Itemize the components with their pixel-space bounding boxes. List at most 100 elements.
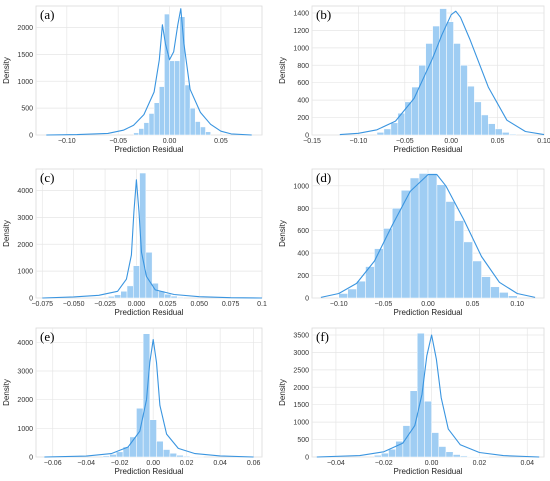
histogram-bar [149,419,157,458]
histogram-bar [139,172,147,299]
histogram-bar [120,291,128,299]
histogram-bar [490,286,500,299]
x-tick-label: 0.1 [257,301,267,308]
y-tick-label: 0 [29,455,33,462]
histogram-bar [454,220,464,299]
histogram-bar [109,454,117,458]
histogram-bar [177,296,184,299]
histogram-bar [463,241,473,299]
x-axis-label: Prediction Residual [394,145,463,154]
panel-5: −0.06 −0.04 −0.02 0.00 0.02 0.04 0.06 0 1000 2000… [2,327,263,476]
panel-6: −0.04 −0.02 0.00 0.02 0.04 0 500 1000 1500 2000 25… [278,327,545,476]
histogram-bar [114,294,121,299]
y-tick-label: 2000 [17,397,33,404]
x-tick-label: −0.02 [111,460,129,467]
x-tick-label: 0.00 [163,138,177,145]
y-tick-label: 2000 [17,25,33,32]
histogram-bar [170,295,178,299]
x-tick-label: 0.05 [466,301,480,308]
y-tick-label: 500 [297,437,309,444]
y-tick-label: 1500 [293,402,309,409]
histogram-bar [501,132,510,136]
histogram-bar [481,276,491,299]
y-tick-label: 1000 [293,183,309,190]
x-tick-label: −0.10 [58,138,76,145]
kde-line [42,179,263,299]
x-tick-label: 0.10 [510,301,524,308]
x-tick-label: −0.025 [94,301,116,308]
y-tick-label: 600 [297,228,309,235]
histogram-bar [156,440,164,458]
x-tick-label: −0.04 [77,460,95,467]
y-tick-label: 200 [297,273,309,280]
histogram-bar [373,455,382,458]
x-tick-label: 0.00 [425,460,439,467]
y-tick-label: 3000 [293,350,309,357]
kde-line [320,174,536,298]
x-tick-label: −0.06 [44,460,62,467]
panel-label: (a) [40,7,54,22]
panel-label: (b) [316,7,331,22]
histogram-bar [164,13,170,136]
y-tick-label: 2000 [293,385,309,392]
histogram-bar [205,131,211,136]
histogram-bar [508,295,518,299]
kde-line [46,8,252,136]
x-tick-label: −0.15 [303,138,321,145]
histogram-bar [495,128,503,136]
panel-label: (f) [316,329,329,344]
x-tick-label: −0.05 [109,138,127,145]
histogram-bar [445,201,456,299]
histogram-bar [145,252,153,299]
histogram-bar [474,101,482,136]
x-axis-label: Prediction Residual [394,467,463,476]
y-tick-label: 1200 [293,28,309,35]
x-tick-label: −0.05 [375,301,393,308]
histogram-bar [381,452,389,458]
histogram-bar [445,451,454,458]
y-tick-label: 0 [305,455,309,462]
panel-3: −0.075 −0.050 −0.025 0.000 0.025 0.050 0.075 0.… [2,168,267,317]
histogram-bar [446,21,454,136]
histogram-bar [159,86,165,136]
x-tick-label: −0.050 [63,301,85,308]
histogram-bar [126,285,134,299]
histogram-bar [427,173,438,299]
y-tick-label: 0 [305,133,309,140]
histogram-bar [136,408,144,458]
histogram-bar [390,122,399,136]
histogram-bar [338,293,348,299]
y-tick-label: 0 [29,133,33,140]
x-tick-label: 0.06 [247,460,261,467]
histogram-bar [467,85,475,136]
histogram-bar [356,280,366,299]
x-tick-label: 0.00 [444,138,458,145]
panel-label: (c) [40,170,54,185]
histogram-bar [472,260,482,299]
histogram-bar [436,184,447,299]
y-axis-label: Density [2,57,11,84]
histogram-bar [481,114,489,136]
y-tick-label: 1000 [293,45,309,52]
y-tick-label: 1000 [17,426,33,433]
panel-4: −0.10 −0.05 0.00 0.05 0.10 0 200 400 600 800 1000 P… [278,168,545,317]
histogram-bar [499,292,509,299]
y-axis-label: Density [278,57,287,84]
histogram-bar [460,455,468,458]
histogram-bar [467,456,475,458]
y-tick-label: 400 [297,251,309,258]
histogram-bar [374,248,384,299]
histogram-bar [169,60,175,136]
histogram-bar [460,65,468,136]
histogram-bar [508,133,517,136]
y-tick-label: 0 [305,296,309,303]
histogram-bar [453,43,461,136]
x-tick-label: −0.10 [350,138,368,145]
kde-line [44,338,254,458]
histogram-bar [376,132,385,136]
histogram-bar [452,454,461,458]
y-tick-label: 4000 [17,340,33,347]
histogram-bar [189,107,196,136]
x-tick-label: −0.05 [396,138,414,145]
